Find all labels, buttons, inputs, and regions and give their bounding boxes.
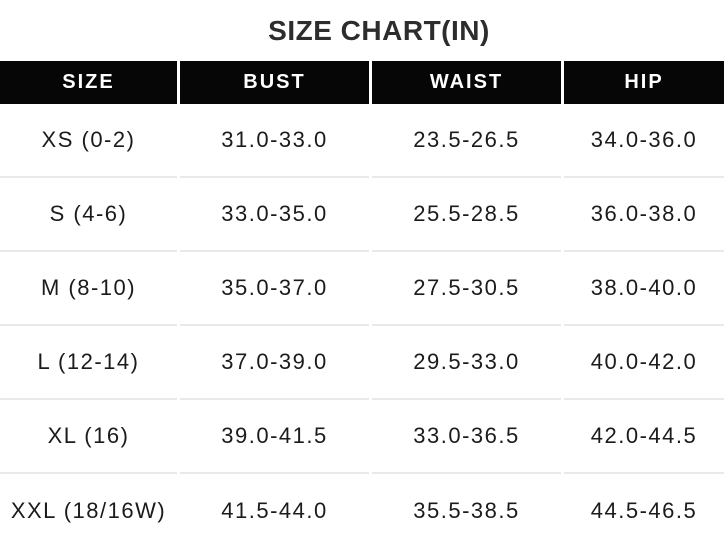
page-title: SIZE CHART(IN) bbox=[268, 14, 490, 46]
size-chart-table: SIZE BUST WAIST HIP XS (0-2) 31.0-33.0 2… bbox=[0, 61, 724, 548]
bust-value-cell: 31.0-33.0 bbox=[180, 104, 369, 178]
size-label-cell: XL (16) bbox=[0, 400, 177, 474]
waist-value-cell: 23.5-26.5 bbox=[372, 104, 561, 178]
bust-value-cell: 33.0-35.0 bbox=[180, 178, 369, 252]
bust-value-cell: 41.5-44.0 bbox=[221, 498, 328, 523]
hip-value-cell: 36.0-38.0 bbox=[564, 178, 724, 252]
table-header-row: SIZE BUST WAIST HIP bbox=[0, 61, 724, 104]
hip-value-cell: 40.0-42.0 bbox=[564, 326, 724, 400]
table-row-xs: XS (0-2) 31.0-33.0 23.5-26.5 34.0-36.0 bbox=[0, 104, 724, 178]
column-header-waist: WAIST bbox=[372, 61, 561, 104]
size-label-cell: L (12-14) bbox=[0, 326, 177, 400]
bust-value-cell: 35.0-37.0 bbox=[180, 252, 369, 326]
table-row-m: M (8-10) 35.0-37.0 27.5-30.5 38.0-40.0 bbox=[0, 252, 724, 326]
size-label-cell: XS (0-2) bbox=[0, 104, 177, 178]
title-bar: SIZE CHART(IN) bbox=[0, 0, 724, 61]
waist-value-cell: 35.5-38.5 bbox=[413, 498, 520, 523]
table-row-xl: XL (16) 39.0-41.5 33.0-36.5 42.0-44.5 bbox=[0, 400, 724, 474]
waist-value-cell: 29.5-33.0 bbox=[372, 326, 561, 400]
hip-value-cell: 44.5-46.5 bbox=[590, 498, 698, 523]
table-body: XS (0-2) 31.0-33.0 23.5-26.5 34.0-36.0 S… bbox=[0, 104, 724, 548]
table-row-xxl: XXL (18/16W) 41.5-44.0 35.5-38.5 44.5-46… bbox=[0, 474, 724, 548]
bust-value-cell: 39.0-41.5 bbox=[180, 400, 369, 474]
column-header-bust: BUST bbox=[180, 61, 369, 104]
waist-value-cell: 25.5-28.5 bbox=[372, 178, 561, 252]
bust-value-cell: 37.0-39.0 bbox=[180, 326, 369, 400]
hip-value-cell: 34.0-36.0 bbox=[564, 104, 724, 178]
column-header-size: SIZE bbox=[0, 61, 177, 104]
hip-value-cell: 38.0-40.0 bbox=[564, 252, 724, 326]
column-header-hip: HIP bbox=[564, 61, 724, 104]
size-label-cell: XXL (18/16W) bbox=[10, 498, 167, 523]
waist-value-cell: 27.5-30.5 bbox=[372, 252, 561, 326]
waist-value-cell: 33.0-36.5 bbox=[372, 400, 561, 474]
hip-value-cell: 42.0-44.5 bbox=[564, 400, 724, 474]
table-row-l: L (12-14) 37.0-39.0 29.5-33.0 40.0-42.0 bbox=[0, 326, 724, 400]
table-row-s: S (4-6) 33.0-35.0 25.5-28.5 36.0-38.0 bbox=[0, 178, 724, 252]
size-label-cell: M (8-10) bbox=[0, 252, 177, 326]
size-label-cell: S (4-6) bbox=[0, 178, 177, 252]
